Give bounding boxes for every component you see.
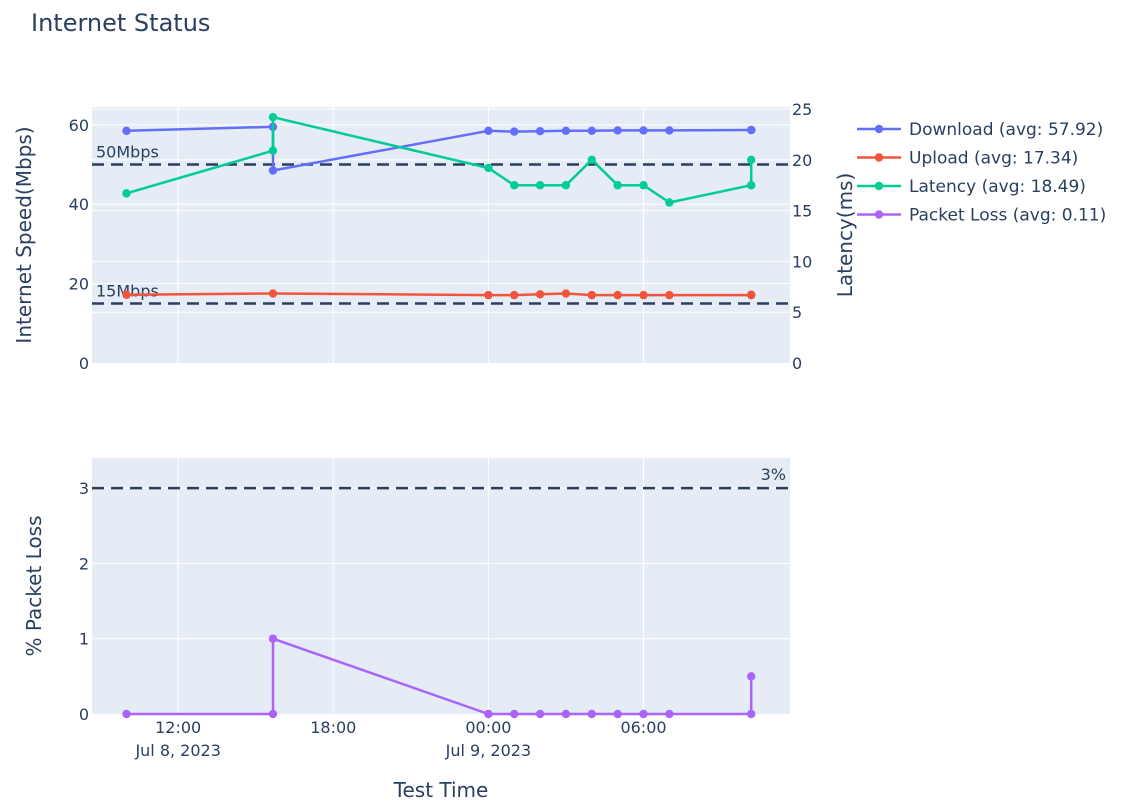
packet-loss-plot-area [92, 458, 790, 714]
packet-loss-thresholds: 3% [92, 465, 790, 490]
upload-point [587, 290, 597, 300]
speed-grid [92, 107, 790, 363]
x-tick-label: 18:00 [310, 718, 356, 737]
packet-loss-point [268, 709, 278, 719]
legend-item-label: Latency (avg: 18.49) [909, 177, 1086, 197]
x-axis-ticks: 12:00 Jul 8, 2023 18:00 00:00 Jul 9, 2023 06:… [134, 718, 666, 760]
speed-series [122, 112, 756, 300]
packet-loss-point [747, 672, 756, 681]
packet-loss-point [535, 709, 545, 719]
x-axis-label: Test Time [393, 778, 489, 802]
packet-loss-point [587, 709, 597, 719]
speed-y-axis-label: Internet Speed(Mbps) [12, 126, 36, 343]
latency-point [268, 146, 278, 155]
upload-point [561, 289, 571, 298]
legend: Download (avg: 57.92) Upload (avg: 17.34)… [857, 120, 1106, 226]
legend-swatch-marker [874, 181, 884, 191]
download-line [126, 125, 752, 172]
x-tick-date-label: Jul 8, 2023 [134, 741, 220, 760]
packet-loss-y-axis-label: % Packet Loss [22, 515, 46, 656]
packet-loss-y-axis-ticks: 0 1 2 3 [79, 479, 89, 724]
upload-point [639, 290, 648, 300]
download-point [665, 126, 674, 135]
upload-point [510, 290, 519, 300]
speed-y-tick-label: 0 [79, 354, 89, 373]
legend-item-label: Packet Loss (avg: 0.11) [909, 206, 1106, 226]
x-tick-label: 00:00 [465, 718, 511, 737]
packet-loss-point [613, 709, 622, 719]
latency-y-tick-label: 25 [792, 100, 812, 119]
latency-point [639, 181, 648, 190]
upload-line [126, 292, 753, 297]
x-tick-label: 06:00 [620, 718, 666, 737]
packet-loss-point [484, 709, 493, 719]
latency-y-axis-label: Latency(ms) [833, 173, 857, 298]
packet-loss-y-tick-label: 3 [79, 479, 89, 498]
upload-point [665, 290, 674, 300]
speed-y-axis-ticks: 0 20 40 60 [69, 116, 89, 373]
upload-point [613, 290, 622, 300]
latency-point [122, 189, 131, 198]
latency-point [665, 198, 674, 207]
download-point [122, 126, 131, 136]
upload-point [122, 290, 131, 299]
download-point [510, 127, 519, 136]
latency-y-tick-label: 20 [792, 151, 812, 170]
latency-point [587, 155, 597, 165]
packet-loss-point [665, 709, 674, 719]
legend-swatch-marker [874, 153, 884, 162]
latency-point [535, 181, 545, 190]
upload-point [747, 290, 756, 299]
latency-y-tick-label: 15 [792, 202, 812, 221]
packet-loss-series [122, 634, 756, 719]
latency-point [268, 112, 278, 122]
speed-y-tick-label: 40 [69, 195, 89, 214]
packet-loss-y-tick-label: 1 [79, 630, 89, 649]
download-point [613, 126, 622, 135]
legend-swatch-marker [874, 124, 884, 134]
download-point [561, 126, 571, 136]
download-point [535, 127, 545, 136]
latency-point [561, 181, 571, 190]
speed-plot-area [92, 107, 790, 363]
speed-y-tick-label: 60 [69, 116, 89, 135]
download-point [268, 166, 278, 175]
packet-loss-point [561, 709, 571, 719]
download-point [587, 126, 597, 136]
upload-point [535, 290, 545, 299]
upload-point [268, 289, 278, 298]
upload-point [484, 290, 493, 300]
packet-loss-point [268, 634, 278, 643]
download-point [639, 126, 648, 135]
speed-thresholds: 50Mbps15Mbps [92, 143, 790, 305]
legend-item-label: Upload (avg: 17.34) [909, 149, 1078, 169]
threshold-label: 50Mbps [96, 143, 159, 162]
latency-y-tick-label: 10 [792, 252, 812, 271]
download-point [747, 125, 756, 135]
chart-title: Internet Status [31, 9, 210, 37]
packet-loss-point [639, 709, 648, 719]
packet-loss-y-tick-label: 2 [79, 554, 89, 573]
threshold-label: 3% [761, 465, 786, 484]
x-tick-date-label: Jul 9, 2023 [445, 741, 531, 760]
packet-loss-y-tick-label: 0 [79, 705, 89, 724]
download-point [484, 126, 493, 136]
x-tick-label: 12:00 [155, 718, 201, 737]
latency-point [613, 181, 622, 190]
speed-y-tick-label: 20 [69, 275, 89, 294]
packet-loss-point [747, 709, 756, 719]
latency-point [747, 155, 756, 165]
latency-y-axis-ticks: 0 5 10 15 20 25 [792, 100, 812, 373]
latency-point [747, 181, 756, 190]
legend-item-label: Download (avg: 57.92) [909, 120, 1103, 140]
packet-loss-point [510, 709, 519, 719]
latency-point [510, 181, 519, 190]
legend-swatch-marker [874, 210, 884, 219]
latency-y-tick-label: 0 [792, 354, 802, 373]
latency-y-tick-label: 5 [792, 303, 802, 322]
packet-loss-point [122, 709, 131, 719]
latency-point [484, 163, 493, 173]
